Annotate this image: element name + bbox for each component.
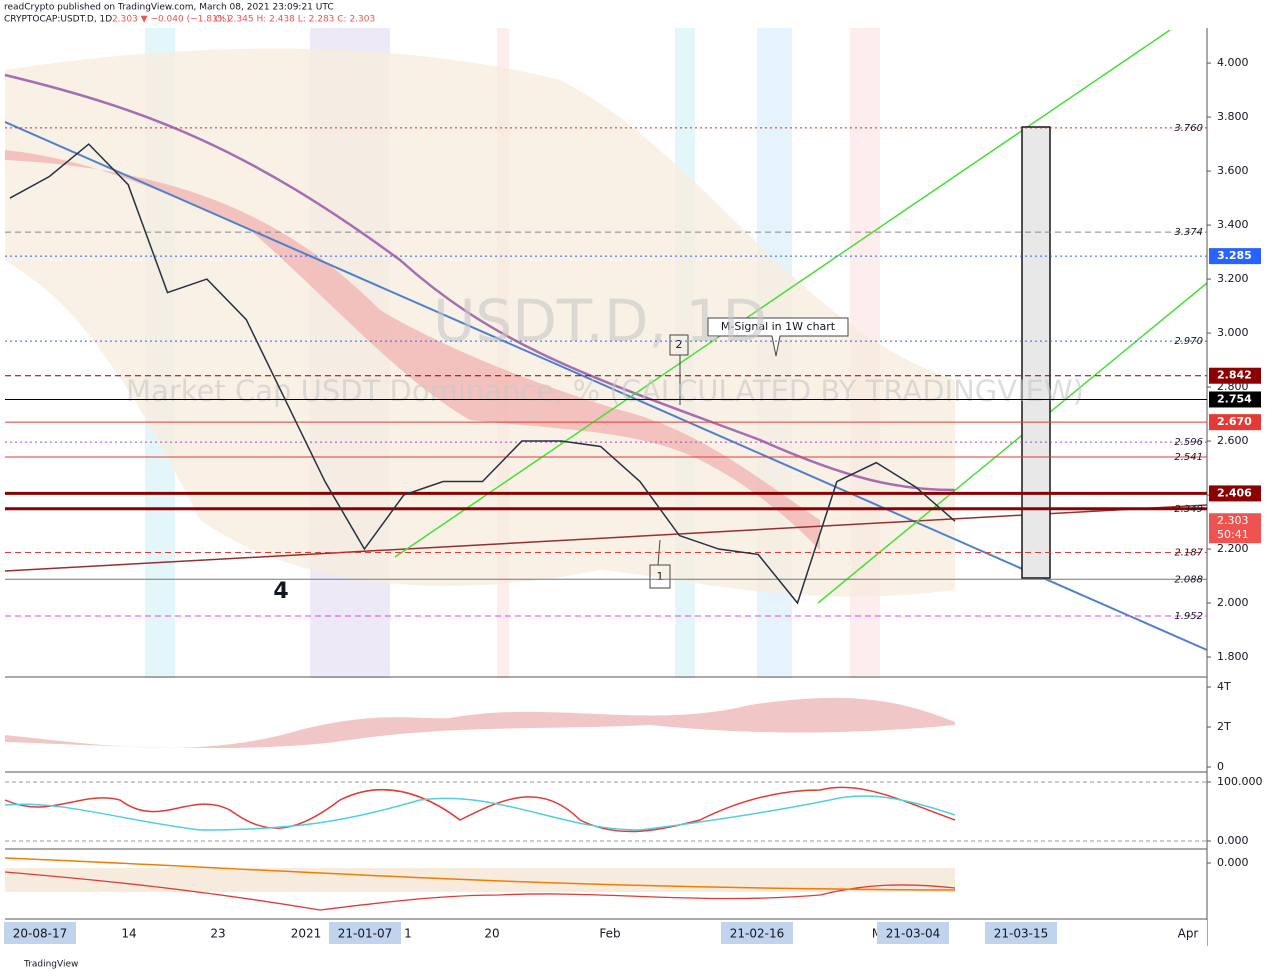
price-tag (1209, 414, 1261, 431)
ohlc: O: 2.345 H: 2.438 L: 2.283 C: 2.303 (215, 15, 375, 25)
symbol: CRYPTOCAP:USDT.D, 1D (4, 15, 112, 25)
footer: TradingView (23, 960, 78, 970)
level-label: 3.374 (1174, 227, 1203, 238)
x-tick-label: 20-08-17 (13, 927, 67, 941)
price-tag-label: 2.406 (1217, 486, 1252, 499)
level-label: 2.541 (1174, 452, 1203, 463)
x-tick-label: 2021 (291, 927, 322, 941)
y-tick-label: 0.000 (1217, 856, 1249, 869)
y-tick-label: 4.000 (1217, 56, 1249, 69)
last-price-tag (1209, 513, 1261, 544)
annotation: 4 (273, 579, 288, 604)
x-tick-label: 23 (210, 927, 225, 941)
time-highlight (877, 922, 949, 944)
x-tick-label: 21-01-07 (338, 927, 392, 941)
time-highlight (4, 922, 76, 944)
change: 2.303 ▼ −0.040 (−1.81%) (112, 15, 230, 25)
pane-decor (4, 697, 956, 911)
x-tick-label: 14 (121, 927, 136, 941)
publisher: readCrypto published on TradingView.com,… (4, 3, 334, 13)
time-highlight (329, 922, 401, 944)
price-line (9, 143, 956, 605)
x-tick-label: 21-02-16 (730, 927, 784, 941)
x-tick-label: 20 (484, 927, 499, 941)
price-tag-label: 2.754 (1217, 392, 1252, 405)
y-tick-label: 0 (1217, 760, 1224, 773)
level-label: 2.970 (1174, 336, 1203, 347)
price-tag (1209, 367, 1261, 384)
x-tick-label: 1 (404, 927, 412, 941)
time-highlight (721, 922, 793, 944)
price-tag (1209, 391, 1261, 408)
level-label: 2.596 (1174, 437, 1203, 448)
price-tag-label: 3.285 (1217, 249, 1252, 262)
x-tick-label: Apr (1178, 927, 1199, 941)
time-highlight (985, 922, 1057, 944)
y-tick-label: 3.000 (1217, 326, 1249, 339)
x-tick-label: 21-03-15 (994, 927, 1048, 941)
x-tick-label: Feb (599, 927, 620, 941)
y-tick-label: 1.800 (1217, 650, 1249, 663)
y-tick-label: 3.200 (1217, 272, 1249, 285)
watermark-subtitle: Market Cap USDT Dominance, % (CALCULATED… (126, 374, 1084, 408)
watermark: USDT.D, 1D (433, 287, 767, 355)
annotation: M-Signal in 1W chart (721, 320, 836, 333)
level-label: 3.760 (1174, 123, 1203, 134)
y-tick-label: 3.600 (1217, 164, 1249, 177)
decorations (4, 28, 1208, 678)
y-tick-label: 100.000 (1217, 775, 1263, 788)
x-tick-label: 21-03-04 (886, 927, 940, 941)
annotation: 1 (657, 570, 664, 583)
price-tag-label: 2.670 (1217, 415, 1252, 428)
level-label: 1.952 (1174, 611, 1203, 622)
y-tick-label: 2T (1217, 720, 1231, 733)
y-tick-label: 4T (1217, 680, 1231, 693)
y-tick-label: 3.400 (1217, 218, 1249, 231)
y-tick-label: 0.000 (1217, 834, 1249, 847)
y-tick-label: 2.200 (1217, 542, 1249, 555)
price-tag (1209, 248, 1261, 265)
level-label: 2.349 (1174, 504, 1203, 515)
countdown: 50:41 (1217, 528, 1249, 541)
level-label: 2.088 (1174, 574, 1203, 585)
price-tag-label: 2.842 (1217, 369, 1252, 382)
y-tick-label: 2.000 (1217, 596, 1249, 609)
annotation: 2 (676, 338, 683, 351)
y-tick-label: 2.600 (1217, 434, 1249, 447)
last-price: 2.303 (1217, 514, 1249, 527)
y-tick-label: 3.800 (1217, 110, 1249, 123)
price-tag (1209, 485, 1261, 502)
level-label: 2.187 (1174, 548, 1203, 559)
